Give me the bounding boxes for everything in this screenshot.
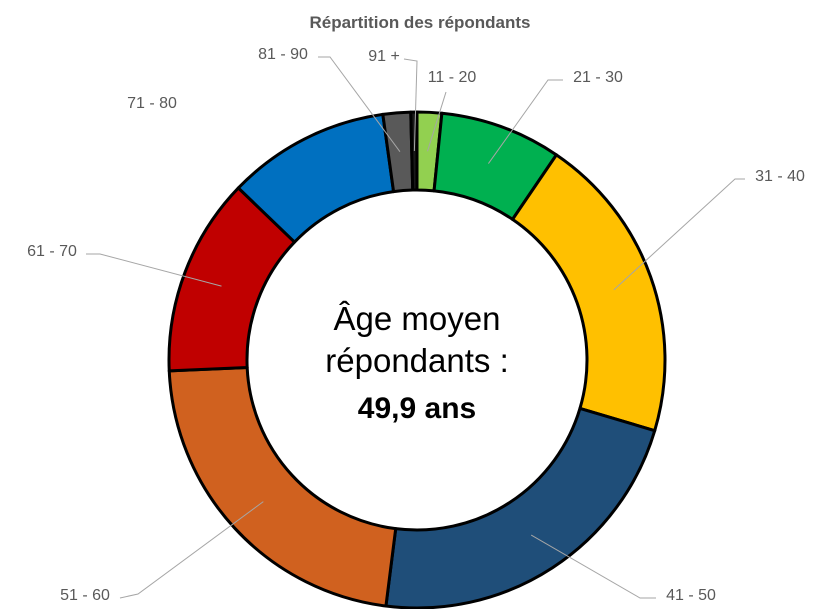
slice: [409, 110, 419, 192]
slice: [511, 153, 667, 433]
center-text: 49,9 ans: [358, 392, 476, 425]
chart-title: Répartition des répondants: [309, 13, 530, 32]
slice: [384, 406, 657, 609]
slice-label: 81 - 90: [258, 46, 308, 63]
leader-line: [488, 79, 563, 164]
slice-label: 51 - 60: [60, 587, 110, 604]
slice-label: 11 - 20: [428, 69, 477, 86]
leader-line: [530, 534, 656, 599]
slice-label: 91 +: [368, 48, 400, 65]
leader-line: [427, 91, 447, 152]
leader-line: [86, 253, 222, 287]
leader-line: [318, 56, 401, 152]
leader-line: [403, 58, 418, 152]
slice-label: 21 - 30: [573, 69, 623, 86]
slice-label: 61 - 70: [27, 243, 77, 260]
center-text: Âge moyen: [334, 300, 501, 337]
slice: [167, 365, 398, 608]
slice-label: 31 - 40: [755, 168, 805, 185]
leaders: [86, 56, 745, 599]
slices: [167, 110, 667, 609]
slice-label: 71 - 80: [127, 95, 177, 112]
center-text: répondants :: [325, 342, 508, 379]
leader-line: [119, 501, 264, 599]
slice-label: 41 - 50: [666, 587, 716, 604]
leader-line: [613, 178, 745, 291]
